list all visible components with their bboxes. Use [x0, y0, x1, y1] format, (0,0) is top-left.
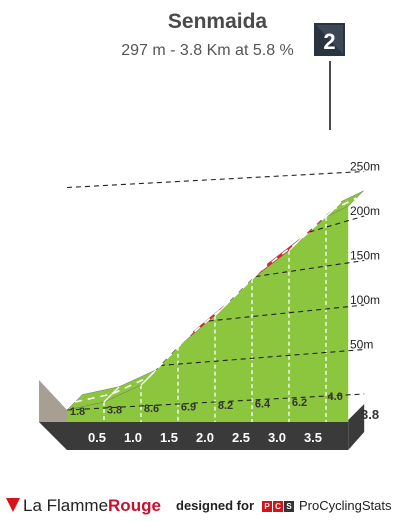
pcs-letter-p: P [262, 501, 272, 512]
y-tick-label: 150m [350, 249, 380, 263]
pcs-letter-s: S [284, 501, 294, 512]
band-km-tick [325, 201, 342, 218]
band-km-tick [288, 235, 305, 252]
gradient-label: 1.8 [70, 406, 85, 418]
band-km-tick [140, 369, 157, 386]
elevation-gridline [309, 215, 365, 233]
band-km-tick [103, 386, 120, 403]
gradient-label: 3.8 [107, 405, 122, 417]
pcs-logo: P C S ProCyclingStats [262, 498, 391, 513]
elevation-gridline [208, 304, 365, 322]
pcs-letter-c: C [273, 501, 283, 512]
gradient-label: 6.4 [255, 399, 271, 411]
category-badge-label: 2 [323, 29, 335, 54]
elevation-profile-chart: 50m 100m 150m 200m 250m 3.8 0.5 1.0 1.5 2.0 2.5 3.0… [39, 23, 380, 450]
km-tick-label: 1.5 [160, 430, 178, 445]
elevation-gridline [66, 170, 365, 189]
profile-top-band [66, 190, 364, 411]
chart-gridlines [66, 170, 365, 422]
km-tick-label: 3.5 [304, 430, 322, 445]
km-tick-label: 3.0 [268, 430, 286, 445]
y-tick-label: 250m [350, 160, 380, 174]
pcs-name: ProCyclingStats [299, 498, 392, 513]
band-km-tick [251, 263, 268, 280]
category-badge-group: 2 [314, 23, 345, 130]
elevation-gridline [255, 259, 365, 278]
elevation-gridline [159, 348, 365, 367]
km-tick-label: 1.0 [124, 430, 142, 445]
gradient-label: 6.9 [181, 402, 196, 414]
brand-bold: Rouge [108, 496, 161, 515]
gradient-label: 8.2 [218, 400, 233, 412]
profile-fill [67, 206, 349, 422]
gradient-label: 4.0 [328, 391, 343, 403]
la-flamme-rouge-logo: La FlammeRouge [6, 496, 161, 516]
chart-labels: 50m 100m 150m 200m 250m 3.8 0.5 1.0 1.5 2.0 2.5 3.0… [70, 160, 380, 446]
y-tick-label: 200m [350, 204, 380, 218]
climb-title: Senmaida [167, 10, 268, 33]
flag-icon [6, 498, 20, 512]
km-tick-label: 2.0 [196, 430, 214, 445]
y-tick-label: 50m [350, 338, 373, 352]
gradient-label: 8.6 [144, 403, 159, 415]
chart-base [39, 380, 365, 450]
y-tick-label: 100m [350, 293, 380, 307]
km-tick-label: 2.5 [232, 430, 250, 445]
km-tick-label: 0.5 [88, 430, 106, 445]
distance-bar [67, 422, 349, 450]
brand-plain: La Flamme [23, 496, 109, 515]
band-km-tick [177, 331, 194, 348]
footer: La FlammeRouge designed for P C S ProCyclin… [0, 492, 405, 520]
gradient-label: 6.2 [292, 397, 307, 409]
band-km-tick [214, 300, 231, 317]
climb-subtitle: 297 m - 3.8 Km at 5.8 % [121, 42, 294, 59]
end-distance-label: 3.8 [361, 407, 379, 422]
baseline-gridline [66, 393, 365, 411]
profile-body [67, 206, 349, 422]
designed-for-text: designed for [176, 498, 255, 513]
profile-centerline [74, 197, 357, 403]
